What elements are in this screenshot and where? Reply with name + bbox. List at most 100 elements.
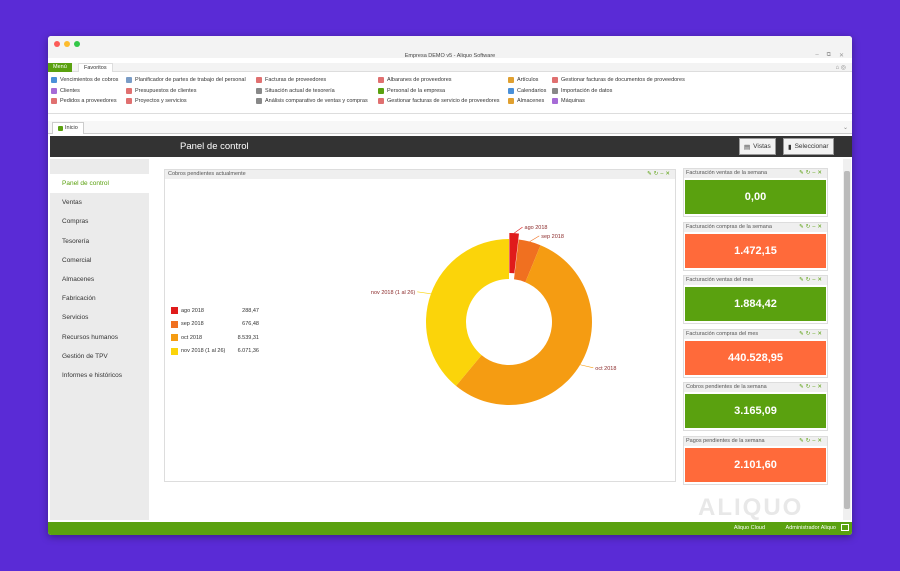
minimize-window-button[interactable] xyxy=(64,41,70,47)
legend-item[interactable]: oct 2018 8.539,31 xyxy=(171,334,259,341)
refresh-icon[interactable]: ↻ xyxy=(805,437,813,444)
sidebar-item-comercial[interactable]: Comercial xyxy=(62,256,92,264)
minimize-icon[interactable]: – xyxy=(812,223,818,230)
ribbon-item[interactable]: Pedidos a proveedores xyxy=(51,97,118,106)
home-icon[interactable]: ⌂ xyxy=(835,65,840,71)
refresh-icon[interactable]: ↻ xyxy=(805,384,813,390)
legend-label: nov 2018 (1 al 26) xyxy=(181,348,226,354)
minimize-icon[interactable]: – xyxy=(812,384,818,390)
ribbon-item[interactable]: Personal de la empresa xyxy=(378,87,500,96)
kpi-card: Pagos pendientes de la semana ✎↻–✕ 2.101,6… xyxy=(683,435,828,485)
close-icon[interactable]: ✕ xyxy=(817,384,824,390)
edit-icon[interactable]: ✎ xyxy=(799,170,806,176)
donut-slice[interactable] xyxy=(425,239,509,386)
ribbon-item[interactable]: Calendarios xyxy=(508,87,546,96)
ribbon-item[interactable]: Artículos xyxy=(508,76,546,85)
ribbon-item[interactable]: Presupuestos de clientes xyxy=(126,87,246,96)
ribbon-item[interactable]: Gestionar facturas de servicio de provee… xyxy=(378,97,500,106)
ribbon-item[interactable]: Vencimientos de cobros xyxy=(51,76,118,85)
maximize-window-button[interactable] xyxy=(74,41,80,47)
minimize-icon[interactable]: – xyxy=(660,171,666,177)
donut-slice[interactable] xyxy=(456,245,592,405)
refresh-icon[interactable]: ↻ xyxy=(805,277,813,283)
ribbon-item[interactable]: Análisis comparativo de ventas y compras xyxy=(256,97,368,106)
edit-icon[interactable]: ✎ xyxy=(799,223,806,230)
close-icon[interactable]: ✕ xyxy=(817,170,824,176)
close-icon[interactable]: ✕ xyxy=(817,437,824,444)
cloud-status[interactable]: Aliquo Cloud xyxy=(733,525,765,531)
sidebar-item-tesoreria[interactable]: Tesorería xyxy=(62,237,90,245)
tab-inicio[interactable]: Inicio xyxy=(52,122,84,134)
edit-icon[interactable]: ✎ xyxy=(799,277,806,283)
leader-line xyxy=(417,291,431,295)
refresh-icon[interactable]: ↻ xyxy=(805,330,813,337)
ribbon-item[interactable]: Almacenes xyxy=(508,97,546,106)
ribbon-item[interactable]: Clientes xyxy=(51,87,118,96)
legend-item[interactable]: ago 2018 288,47 xyxy=(171,307,259,314)
refresh-icon[interactable]: ↻ xyxy=(805,223,813,230)
sidebar-item-gestion-tpv[interactable]: Gestión de TPV xyxy=(62,352,108,360)
ribbon-tabs: Menú Favoritos xyxy=(48,63,852,72)
sidebar-item-servicios[interactable]: Servicios xyxy=(62,314,89,322)
sidebar-item-almacenes[interactable]: Almacenes xyxy=(62,275,95,283)
minimize-icon[interactable]: – xyxy=(815,52,819,58)
edit-icon[interactable]: ✎ xyxy=(799,330,806,337)
scrollbar[interactable] xyxy=(843,159,851,520)
vistas-button[interactable]: ▤ Vistas xyxy=(739,138,776,155)
ribbon-item[interactable]: Facturas de proveedores xyxy=(256,76,368,85)
restore-icon[interactable]: ⧉ xyxy=(826,52,831,58)
tab-favoritos[interactable]: Favoritos xyxy=(78,63,113,72)
app-window: Empresa DEMO v5 - Aliquo Software – ⧉ ✕ … xyxy=(48,36,852,535)
sidebar-item-informes[interactable]: Informes e históricos xyxy=(62,371,122,379)
legend-item[interactable]: nov 2018 (1 al 26) 6.071,36 xyxy=(171,347,259,355)
scrollbar-thumb[interactable] xyxy=(844,171,850,509)
close-icon[interactable]: ✕ xyxy=(817,223,824,230)
minimize-icon[interactable]: – xyxy=(812,277,818,283)
sidebar-item-panel-de-control[interactable]: Panel de control xyxy=(50,174,149,194)
ribbon-item[interactable]: Albaranes de proveedores xyxy=(378,76,500,85)
edit-icon[interactable]: ✎ xyxy=(799,384,806,390)
bar-chart-icon: ▮ xyxy=(788,143,792,151)
close-icon[interactable]: ✕ xyxy=(838,53,844,59)
ribbon-item[interactable]: Proyectos y servicios xyxy=(126,97,246,106)
chevron-down-icon[interactable]: ⌄ xyxy=(842,125,848,131)
home-icon xyxy=(58,126,63,131)
kpi-card-header: Facturación ventas de la semana ✎↻–✕ xyxy=(684,169,827,178)
sidebar: Panel de control Ventas Compras Tesorerí… xyxy=(50,159,149,520)
edit-icon[interactable]: ✎ xyxy=(647,171,654,177)
ribbon-item[interactable]: Planificador de partes de trabajo del pe… xyxy=(126,76,246,85)
legend-swatch xyxy=(171,334,178,341)
sidebar-item-compras[interactable]: Compras xyxy=(62,218,89,226)
chat-icon[interactable] xyxy=(841,524,849,531)
seleccionar-button[interactable]: ▮ Seleccionar xyxy=(783,138,834,155)
donut-slice[interactable] xyxy=(509,233,519,274)
close-icon[interactable]: ✕ xyxy=(665,171,672,177)
tab-menu[interactable]: Menú xyxy=(48,63,72,72)
minimize-icon[interactable]: – xyxy=(812,330,818,337)
help-icon[interactable]: ◎ xyxy=(840,65,846,71)
refresh-icon[interactable]: ↻ xyxy=(805,170,813,176)
donut-slice[interactable] xyxy=(513,239,541,283)
kpi-card-title: Facturación ventas de la semana xyxy=(686,170,768,176)
sidebar-item-ventas[interactable]: Ventas xyxy=(62,199,82,207)
close-window-button[interactable] xyxy=(54,41,60,47)
slice-label: nov 2018 (1 al 26) xyxy=(371,290,416,296)
refresh-icon[interactable]: ↻ xyxy=(653,171,661,177)
minimize-icon[interactable]: – xyxy=(812,437,818,444)
sidebar-item-recursos-humanos[interactable]: Recursos humanos xyxy=(62,333,118,341)
chart-panel: Cobros pendientes actualmente ✎↻–✕ ago 2… xyxy=(164,169,676,482)
kpi-card-value: 440.528,95 xyxy=(685,340,826,375)
close-icon[interactable]: ✕ xyxy=(817,330,824,337)
ribbon-item[interactable]: Situación actual de tesorería xyxy=(256,87,368,96)
edit-icon[interactable]: ✎ xyxy=(799,437,806,444)
ribbon-item[interactable]: Gestionar facturas de documentos de prov… xyxy=(552,76,685,85)
kpi-card-header: Facturación compras del mes ✎↻–✕ xyxy=(684,329,827,339)
person-icon xyxy=(378,87,384,94)
legend-item[interactable]: sep 2018 676,48 xyxy=(171,320,259,328)
user-status[interactable]: Administrador Aliquo xyxy=(785,525,836,531)
sidebar-item-fabricacion[interactable]: Fabricación xyxy=(62,295,96,303)
ribbon-item[interactable]: Máquinas xyxy=(552,97,685,106)
ribbon-item[interactable]: Importación de datos xyxy=(552,87,685,96)
minimize-icon[interactable]: – xyxy=(812,170,818,176)
close-icon[interactable]: ✕ xyxy=(817,277,824,283)
